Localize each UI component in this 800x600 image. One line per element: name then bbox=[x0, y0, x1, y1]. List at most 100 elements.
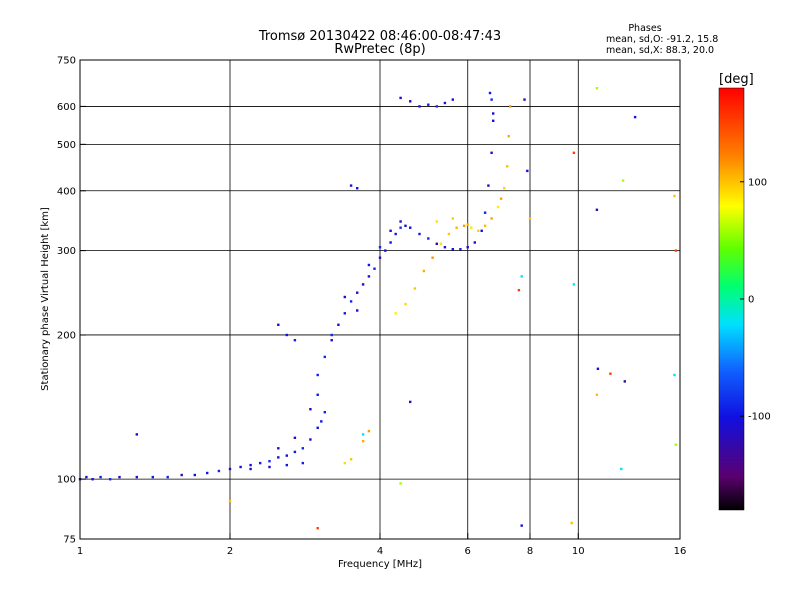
data-point bbox=[259, 461, 262, 465]
data-point bbox=[301, 461, 304, 465]
data-point bbox=[435, 242, 438, 245]
data-point bbox=[418, 105, 421, 108]
data-point bbox=[384, 249, 387, 252]
data-point bbox=[595, 208, 599, 211]
data-point bbox=[285, 333, 288, 337]
data-point bbox=[409, 400, 412, 404]
data-point bbox=[477, 229, 480, 232]
data-point bbox=[239, 465, 242, 469]
data-point bbox=[470, 226, 473, 229]
data-point bbox=[572, 283, 576, 286]
data-point bbox=[151, 475, 154, 479]
data-point bbox=[320, 420, 323, 423]
data-point bbox=[293, 450, 297, 454]
data-point bbox=[490, 98, 493, 101]
data-point bbox=[492, 119, 495, 122]
y-axis-ticks: 75 100 200 300 400 500 600 750 bbox=[57, 56, 86, 546]
data-point bbox=[503, 187, 506, 190]
data-point bbox=[480, 229, 483, 232]
data-point bbox=[277, 456, 280, 459]
colorbar-tick-label: -100 bbox=[748, 412, 771, 423]
data-point bbox=[361, 283, 365, 286]
y-tick-label: 750 bbox=[57, 56, 76, 67]
data-point bbox=[673, 194, 676, 198]
data-point bbox=[293, 436, 297, 439]
data-point bbox=[399, 226, 402, 229]
data-point bbox=[633, 115, 637, 119]
data-point bbox=[673, 373, 676, 377]
data-point bbox=[466, 223, 469, 226]
data-point bbox=[496, 205, 500, 209]
data-point bbox=[572, 151, 576, 154]
data-point bbox=[316, 527, 319, 530]
data-point bbox=[309, 408, 312, 411]
data-point bbox=[462, 224, 466, 227]
data-point bbox=[367, 275, 371, 278]
data-point bbox=[451, 217, 454, 220]
data-point bbox=[431, 256, 434, 259]
data-point bbox=[404, 224, 407, 227]
data-point bbox=[166, 475, 169, 479]
data-point bbox=[443, 101, 447, 105]
data-point bbox=[488, 91, 492, 95]
data-point bbox=[293, 339, 297, 342]
data-point bbox=[343, 312, 346, 315]
data-point bbox=[507, 135, 510, 138]
data-point bbox=[343, 461, 346, 465]
phase-info-x-mode: mean, sd,X: 88.3, 20.0 bbox=[606, 45, 714, 56]
data-point bbox=[523, 98, 526, 101]
phase-info-o-mode: mean, sd,O: -91.2, 15.8 bbox=[606, 34, 718, 45]
data-point bbox=[520, 524, 523, 527]
data-point bbox=[620, 467, 623, 471]
data-point bbox=[483, 224, 487, 227]
data-point bbox=[490, 151, 493, 154]
data-point bbox=[447, 232, 451, 236]
data-point bbox=[361, 433, 365, 436]
data-point bbox=[487, 184, 490, 187]
data-point bbox=[316, 373, 319, 377]
data-point bbox=[349, 184, 353, 187]
grid-lines bbox=[80, 60, 680, 539]
data-point bbox=[399, 96, 402, 100]
data-point bbox=[91, 478, 94, 481]
data-point bbox=[356, 291, 359, 294]
data-point bbox=[483, 211, 487, 214]
data-point bbox=[435, 105, 438, 108]
scatter-points bbox=[78, 87, 678, 530]
data-point bbox=[378, 256, 382, 259]
data-point bbox=[268, 460, 271, 463]
data-point bbox=[217, 469, 221, 473]
y-tick-label: 75 bbox=[63, 535, 76, 546]
data-point bbox=[674, 443, 678, 446]
data-point bbox=[389, 241, 392, 244]
data-point bbox=[228, 467, 232, 471]
data-point bbox=[343, 295, 346, 299]
data-point bbox=[249, 463, 252, 467]
data-point bbox=[422, 269, 426, 273]
data-point bbox=[285, 463, 288, 467]
data-point bbox=[367, 263, 371, 267]
data-point bbox=[394, 312, 397, 315]
data-point bbox=[409, 226, 412, 229]
data-point bbox=[528, 217, 532, 220]
data-point bbox=[404, 302, 407, 306]
data-point bbox=[323, 411, 326, 414]
data-point bbox=[323, 355, 326, 359]
data-point bbox=[526, 169, 529, 173]
data-point bbox=[316, 426, 319, 429]
data-point bbox=[378, 246, 382, 249]
x-tick-label: 16 bbox=[674, 546, 687, 557]
data-point bbox=[435, 220, 438, 223]
data-point bbox=[301, 447, 304, 450]
data-point bbox=[517, 289, 521, 292]
data-point bbox=[509, 105, 512, 108]
data-point bbox=[180, 473, 183, 477]
data-point bbox=[277, 323, 280, 326]
data-point bbox=[399, 220, 402, 223]
data-point bbox=[595, 87, 599, 90]
data-point bbox=[596, 367, 600, 370]
data-point bbox=[349, 300, 353, 303]
colorbar bbox=[718, 87, 745, 511]
data-point bbox=[439, 242, 443, 245]
